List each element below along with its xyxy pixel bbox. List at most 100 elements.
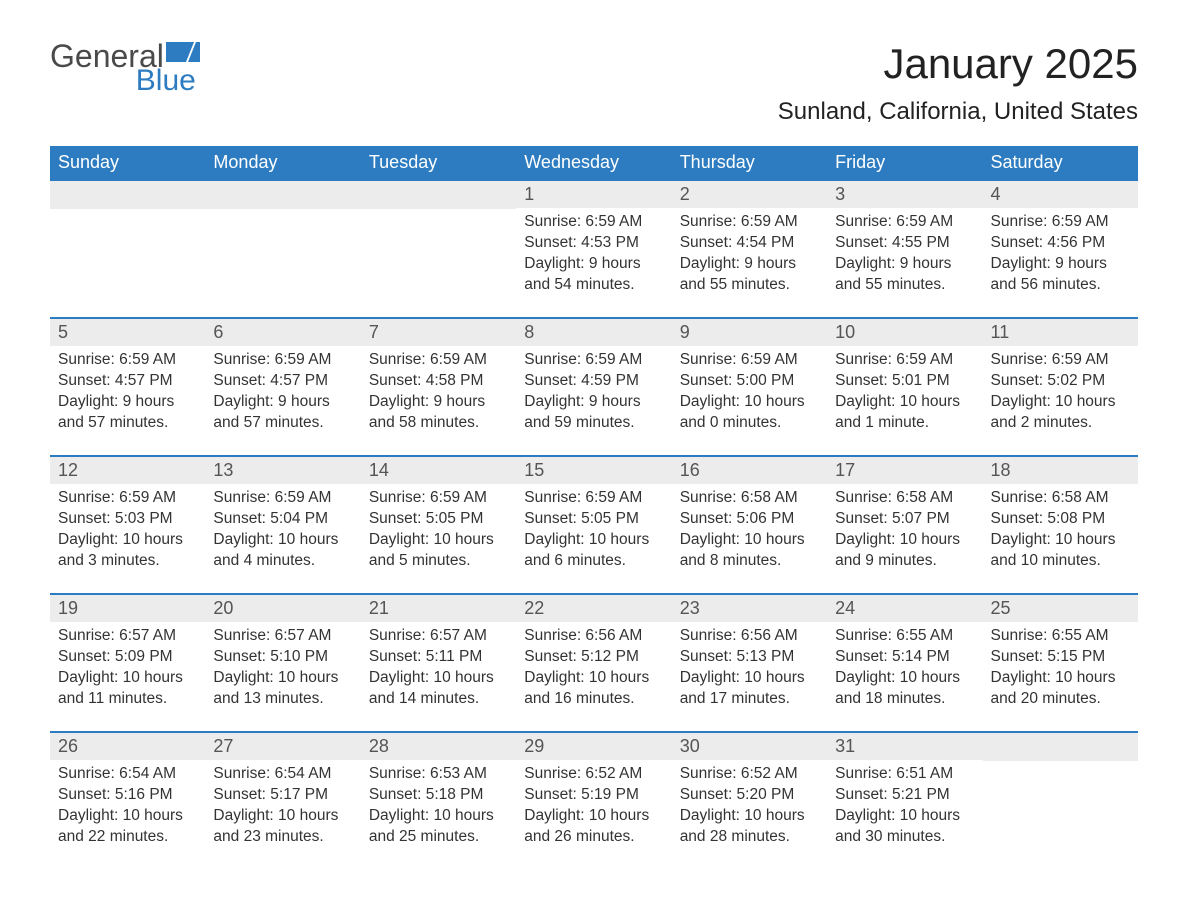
day-cell: 20Sunrise: 6:57 AMSunset: 5:10 PMDayligh… [205, 595, 360, 731]
day-body: Sunrise: 6:57 AMSunset: 5:10 PMDaylight:… [205, 622, 360, 716]
day-body: Sunrise: 6:59 AMSunset: 5:05 PMDaylight:… [361, 484, 516, 578]
day-body: Sunrise: 6:53 AMSunset: 5:18 PMDaylight:… [361, 760, 516, 854]
day-of-week-header: SundayMondayTuesdayWednesdayThursdayFrid… [50, 146, 1138, 179]
day-sunset: Sunset: 5:00 PM [680, 371, 819, 392]
day-sunrise: Sunrise: 6:59 AM [680, 212, 819, 233]
day-dl2: and 3 minutes. [58, 551, 197, 572]
day-sunset: Sunset: 5:15 PM [991, 647, 1130, 668]
day-cell: 5Sunrise: 6:59 AMSunset: 4:57 PMDaylight… [50, 319, 205, 455]
day-number: 12 [50, 457, 205, 484]
day-sunrise: Sunrise: 6:59 AM [369, 488, 508, 509]
day-sunrise: Sunrise: 6:59 AM [991, 350, 1130, 371]
dow-cell: Tuesday [361, 146, 516, 179]
day-cell: 31Sunrise: 6:51 AMSunset: 5:21 PMDayligh… [827, 733, 982, 869]
day-sunrise: Sunrise: 6:59 AM [524, 350, 663, 371]
day-number: 25 [983, 595, 1138, 622]
day-number: 4 [983, 181, 1138, 208]
day-sunset: Sunset: 4:57 PM [213, 371, 352, 392]
empty-day-bar [983, 733, 1138, 761]
day-dl2: and 57 minutes. [58, 413, 197, 434]
day-dl2: and 25 minutes. [369, 827, 508, 848]
day-dl1: Daylight: 10 hours [58, 530, 197, 551]
day-number: 21 [361, 595, 516, 622]
dow-cell: Friday [827, 146, 982, 179]
day-number: 13 [205, 457, 360, 484]
day-cell: 28Sunrise: 6:53 AMSunset: 5:18 PMDayligh… [361, 733, 516, 869]
day-cell: 9Sunrise: 6:59 AMSunset: 5:00 PMDaylight… [672, 319, 827, 455]
day-sunset: Sunset: 5:08 PM [991, 509, 1130, 530]
day-cell: 22Sunrise: 6:56 AMSunset: 5:12 PMDayligh… [516, 595, 671, 731]
day-sunrise: Sunrise: 6:57 AM [369, 626, 508, 647]
day-sunset: Sunset: 5:10 PM [213, 647, 352, 668]
day-sunset: Sunset: 5:11 PM [369, 647, 508, 668]
weeks-container: 1Sunrise: 6:59 AMSunset: 4:53 PMDaylight… [50, 179, 1138, 869]
day-dl2: and 17 minutes. [680, 689, 819, 710]
day-dl1: Daylight: 10 hours [524, 806, 663, 827]
day-sunrise: Sunrise: 6:57 AM [58, 626, 197, 647]
day-dl2: and 20 minutes. [991, 689, 1130, 710]
brand-blue: Blue [50, 66, 200, 96]
day-cell: 8 Sunrise: 6:59 AMSunset: 4:59 PMDaylight… [516, 319, 671, 455]
day-dl1: Daylight: 10 hours [369, 806, 508, 827]
day-cell: 15Sunrise: 6:59 AMSunset: 5:05 PMDayligh… [516, 457, 671, 593]
day-sunrise: Sunrise: 6:59 AM [369, 350, 508, 371]
day-number: 3 [827, 181, 982, 208]
day-dl2: and 54 minutes. [524, 275, 663, 296]
day-cell: 26Sunrise: 6:54 AMSunset: 5:16 PMDayligh… [50, 733, 205, 869]
day-body: Sunrise: 6:56 AMSunset: 5:13 PMDaylight:… [672, 622, 827, 716]
day-sunset: Sunset: 4:59 PM [524, 371, 663, 392]
day-body: Sunrise: 6:59 AMSunset: 4:57 PMDaylight:… [50, 346, 205, 440]
day-number: 28 [361, 733, 516, 760]
day-number: 22 [516, 595, 671, 622]
day-dl1: Daylight: 9 hours [524, 392, 663, 413]
day-sunrise: Sunrise: 6:59 AM [835, 212, 974, 233]
day-body: Sunrise: 6:59 AMSunset: 5:05 PMDaylight:… [516, 484, 671, 578]
day-dl2: and 30 minutes. [835, 827, 974, 848]
day-dl1: Daylight: 10 hours [835, 806, 974, 827]
day-number: 10 [827, 319, 982, 346]
day-dl2: and 13 minutes. [213, 689, 352, 710]
day-number: 2 [672, 181, 827, 208]
day-body: Sunrise: 6:59 AMSunset: 4:58 PMDaylight:… [361, 346, 516, 440]
day-sunrise: Sunrise: 6:59 AM [680, 350, 819, 371]
day-sunrise: Sunrise: 6:53 AM [369, 764, 508, 785]
day-body: Sunrise: 6:59 AMSunset: 4:53 PMDaylight:… [516, 208, 671, 302]
day-sunset: Sunset: 5:17 PM [213, 785, 352, 806]
day-sunset: Sunset: 4:57 PM [58, 371, 197, 392]
day-dl1: Daylight: 9 hours [680, 254, 819, 275]
day-cell: 3Sunrise: 6:59 AMSunset: 4:55 PMDaylight… [827, 181, 982, 317]
day-body: Sunrise: 6:57 AMSunset: 5:09 PMDaylight:… [50, 622, 205, 716]
day-sunrise: Sunrise: 6:55 AM [991, 626, 1130, 647]
day-dl2: and 10 minutes. [991, 551, 1130, 572]
day-cell: 14Sunrise: 6:59 AMSunset: 5:05 PMDayligh… [361, 457, 516, 593]
day-cell: 18Sunrise: 6:58 AMSunset: 5:08 PMDayligh… [983, 457, 1138, 593]
day-dl1: Daylight: 10 hours [213, 668, 352, 689]
day-body: Sunrise: 6:56 AMSunset: 5:12 PMDaylight:… [516, 622, 671, 716]
day-number: 20 [205, 595, 360, 622]
day-cell: 6Sunrise: 6:59 AMSunset: 4:57 PMDaylight… [205, 319, 360, 455]
day-dl2: and 14 minutes. [369, 689, 508, 710]
day-number: 8 [516, 319, 671, 346]
day-sunrise: Sunrise: 6:52 AM [680, 764, 819, 785]
empty-day-bar [361, 181, 516, 209]
day-number: 15 [516, 457, 671, 484]
day-sunset: Sunset: 5:18 PM [369, 785, 508, 806]
day-cell [50, 181, 205, 317]
day-dl1: Daylight: 10 hours [680, 530, 819, 551]
day-cell: 30Sunrise: 6:52 AMSunset: 5:20 PMDayligh… [672, 733, 827, 869]
day-number: 26 [50, 733, 205, 760]
day-sunset: Sunset: 5:05 PM [524, 509, 663, 530]
day-dl2: and 23 minutes. [213, 827, 352, 848]
day-sunset: Sunset: 4:56 PM [991, 233, 1130, 254]
dow-cell: Sunday [50, 146, 205, 179]
day-sunset: Sunset: 5:19 PM [524, 785, 663, 806]
day-sunrise: Sunrise: 6:56 AM [680, 626, 819, 647]
day-dl1: Daylight: 10 hours [680, 806, 819, 827]
day-sunset: Sunset: 5:16 PM [58, 785, 197, 806]
day-dl2: and 55 minutes. [835, 275, 974, 296]
day-cell: 16Sunrise: 6:58 AMSunset: 5:06 PMDayligh… [672, 457, 827, 593]
day-number: 9 [672, 319, 827, 346]
day-dl2: and 6 minutes. [524, 551, 663, 572]
day-cell [361, 181, 516, 317]
day-sunrise: Sunrise: 6:59 AM [524, 488, 663, 509]
